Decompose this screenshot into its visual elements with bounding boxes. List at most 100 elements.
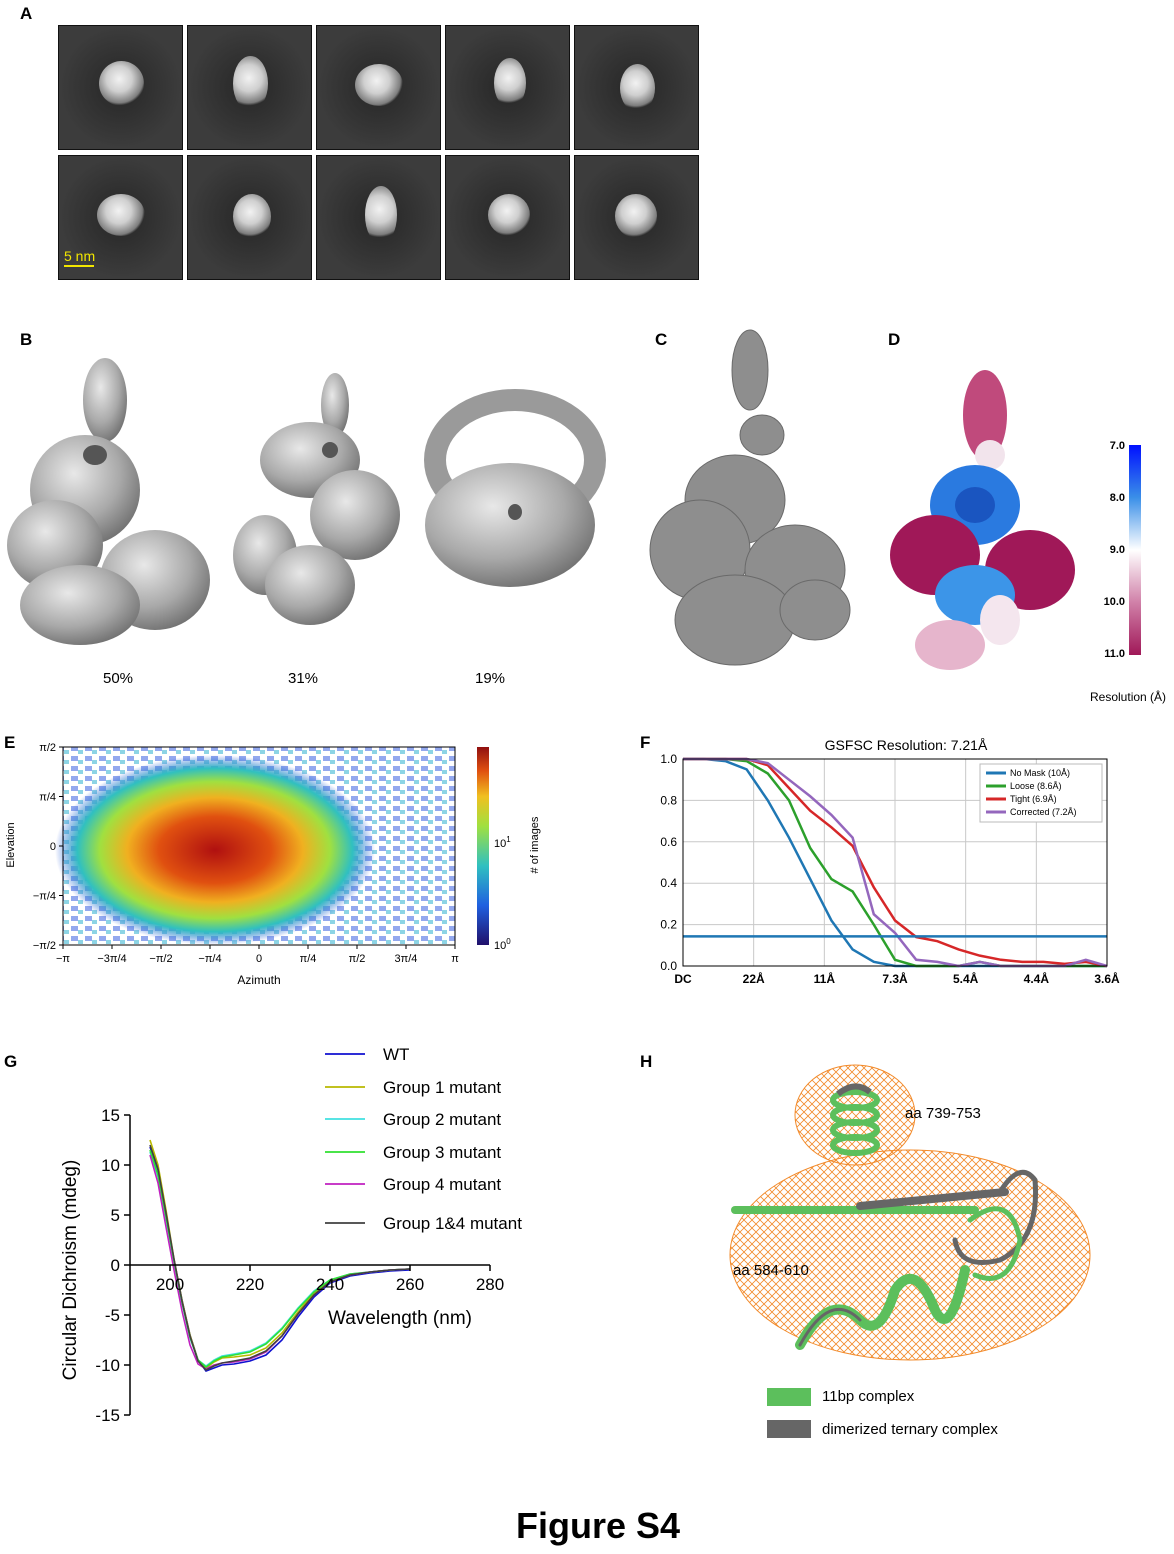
density-map-c [640,320,880,690]
region-label-top: aa 739-753 [905,1105,981,1122]
ytick-label: 15 [101,1106,120,1125]
panel-label-g: G [4,1052,17,1072]
xtick-label: 240 [316,1275,344,1294]
class-average-tile [445,25,570,150]
ytick-label: 0 [50,841,56,853]
class-average-tile [574,155,699,280]
legend-label: Group 4 mutant [383,1175,501,1194]
xtick-label: −π/4 [198,953,221,965]
legend-label: Group 1 mutant [383,1078,501,1097]
colorbar-tick: 8.0 [1110,492,1125,504]
panel-label-d: D [888,330,900,350]
resolution-colorbar: 7.0 8.0 9.0 10.0 11.0 [1085,435,1174,685]
axis-ylabel: Elevation [5,822,17,867]
ytick-label: −π/4 [33,891,56,903]
axis-xlabel: Azimuth [237,973,280,987]
figure-title: Figure S4 [516,1505,680,1547]
class-percentage-2: 31% [263,670,343,687]
ytick-label: −π/2 [33,940,56,952]
class-average-tile [574,25,699,150]
xtick-label: 5.4Å [953,971,979,986]
ytick-label: 0.6 [660,835,677,849]
xtick-label: 4.4Å [1024,971,1050,986]
ytick-label: 0.2 [660,918,677,932]
class-percentage-3: 19% [450,670,530,687]
map-class-2 [233,373,400,625]
region-label-left: aa 584-610 [733,1262,809,1279]
ytick-label: 0.4 [660,876,677,890]
xtick-label: DC [674,972,692,986]
axis-xlabel: Wavelength (nm) [328,1308,472,1329]
xtick-label: −π/2 [149,953,172,965]
local-resolution-map [880,360,1090,680]
ytick-label: 0.0 [660,959,677,973]
ytick-label: -15 [95,1406,120,1425]
panel-label-b: B [20,330,32,350]
ytick-label: 0 [111,1256,120,1275]
legend-label: Group 2 mutant [383,1110,501,1129]
legend-swatch-dimer [767,1420,811,1438]
legend-label: WT [383,1045,409,1064]
legend-label: Tight (6.9Å) [1010,794,1057,804]
xtick-label: 3.6Å [1094,971,1120,986]
colorbar-tick: 11.0 [1104,648,1125,660]
class-percentage-1: 50% [78,670,158,687]
legend-label: Group 1&4 mutant [383,1214,522,1233]
cd-spectra-chart: 15 10 5 0 -5 -10 -15 200 220 240 260 280 WT Group 1 … [60,1040,580,1430]
ytick-label: 0.8 [660,793,677,807]
class-average-tile [316,155,441,280]
scale-bar [64,265,94,267]
class-average-tile [445,155,570,280]
ytick-label: π/2 [39,742,56,754]
class-average-tile [58,25,183,150]
legend-label-dimer: dimerized ternary complex [822,1421,998,1438]
colorbar-label: Resolution (Å) [1090,690,1166,704]
class-average-tile [187,25,312,150]
colorbar-label: # of images [529,816,541,873]
xtick-label: −3π/4 [97,953,126,965]
fsc-chart: GSFSC Resolution: 7.21Å 1.0 0.8 0.6 0.4 0.2 0… [640,730,1120,995]
ytick-label: 5 [111,1206,120,1225]
image-count-colorbar [477,747,489,945]
colorbar-gradient [1129,445,1141,655]
xtick-label: 0 [256,953,262,965]
viewing-direction-plot: π/2 π/4 0 −π/4 −π/2 −π −3π/4 −π/2 −π/4 0 π/4 π/2 3π… [0,735,560,995]
scale-bar-label: 5 nm [64,248,95,264]
axis-ylabel: Circular Dichroism (mdeg) [60,1160,81,1381]
ytick-label: π/4 [39,792,56,804]
legend-label: Loose (8.6Å) [1010,781,1062,791]
legend-label-11bp: 11bp complex [822,1388,914,1405]
colorbar-tick: 7.0 [1110,440,1125,452]
xtick-label: 280 [476,1275,504,1294]
xtick-label: 7.3Å [882,971,908,986]
ytick-label: -5 [105,1306,120,1325]
xtick-label: −π [56,953,70,965]
map-class-1 [7,358,210,645]
panel-label-a: A [20,4,32,24]
legend-label: Corrected (7.2Å) [1010,807,1077,817]
xtick-label: π/2 [349,953,366,965]
xtick-label: 200 [156,1275,184,1294]
hexbin-hotspot [55,755,375,945]
ytick-label: 1.0 [660,752,677,766]
chart-title: GSFSC Resolution: 7.21Å [825,737,988,753]
ytick-label: -10 [95,1356,120,1375]
xtick-label: π [451,953,459,965]
xtick-label: 22Å [743,971,765,986]
xtick-label: 220 [236,1275,264,1294]
xtick-label: 3π/4 [395,953,418,965]
legend-swatch-11bp [767,1388,811,1406]
map-class-3 [425,400,595,587]
colorbar-tick-10: 101 [494,835,511,850]
legend-label: Group 3 mutant [383,1143,501,1162]
density-maps-b [0,350,640,660]
colorbar-tick: 9.0 [1110,544,1125,556]
xtick-label: 260 [396,1275,424,1294]
colorbar-tick: 10.0 [1104,596,1125,608]
ytick-label: 10 [101,1156,120,1175]
colorbar-tick-1: 100 [494,937,511,952]
panel-label-h: H [640,1052,652,1072]
class-average-tile [187,155,312,280]
legend-label: No Mask (10Å) [1010,768,1070,778]
xtick-label: π/4 [300,953,317,965]
